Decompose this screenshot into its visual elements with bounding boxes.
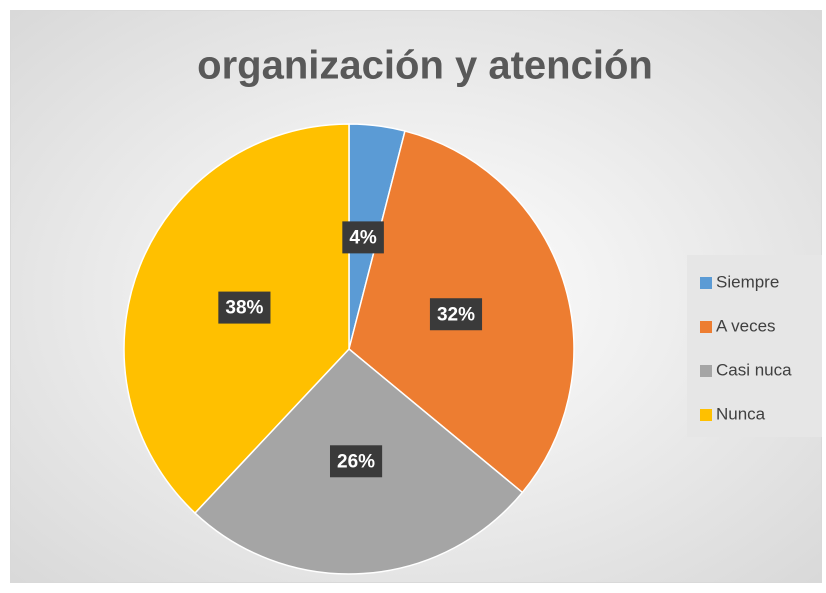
legend-swatch — [700, 365, 712, 377]
data-label: 26% — [337, 451, 375, 472]
data-label-box — [218, 291, 271, 324]
data-label: 32% — [437, 304, 475, 325]
data-label-box — [342, 221, 384, 254]
legend-swatch — [700, 277, 712, 289]
data-label: 38% — [225, 298, 263, 319]
chart-title: organización y atención — [197, 44, 653, 88]
legend-label: Nunca — [716, 404, 766, 423]
legend-swatch — [700, 409, 712, 421]
legend-label: A veces — [716, 316, 776, 335]
legend-label: Siempre — [716, 272, 779, 291]
data-label: 4% — [349, 227, 377, 248]
data-label-box — [429, 298, 483, 331]
legend-label: Casi nuca — [716, 360, 792, 379]
data-label-box — [329, 445, 383, 478]
legend-swatch — [700, 321, 712, 333]
